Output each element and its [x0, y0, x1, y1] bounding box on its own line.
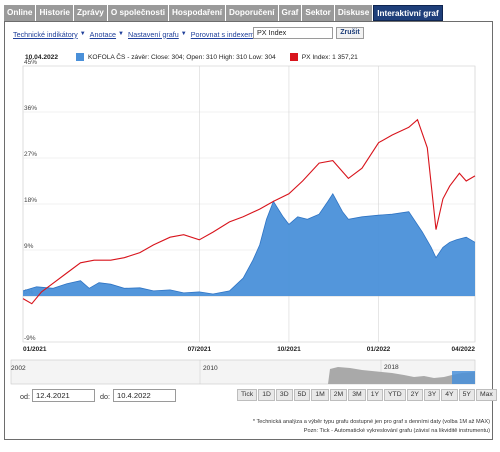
x-tick-label: 04/2022	[452, 346, 476, 353]
navigator-history-area	[328, 367, 475, 384]
range-button[interactable]: 2Y	[406, 389, 423, 401]
legend-date: 10.04.2022	[25, 53, 59, 61]
from-date-input[interactable]: 12.4.2021	[32, 389, 95, 402]
legend-kofola: KOFOLA ČS - závěr: Close: 304; Open: 310…	[88, 53, 276, 61]
range-button[interactable]: 3D	[275, 389, 293, 401]
tab-5[interactable]: Doporučení	[226, 5, 278, 21]
note-technical: * Technická analýza a výběr typu grafu d…	[252, 419, 490, 425]
y-tick-label: 9%	[24, 243, 34, 250]
note-tick: Pozn: Tick - Automatické vykreslování gr…	[303, 428, 490, 434]
technical-indicators-link[interactable]: Technické indikátory	[13, 29, 78, 39]
chevron-down-icon: ▼	[79, 31, 86, 37]
range-button[interactable]: YTD	[384, 389, 406, 401]
range-button[interactable]: 1D	[258, 389, 275, 401]
range-button[interactable]: 4Y	[441, 389, 458, 401]
tab-1[interactable]: Historie	[36, 5, 73, 21]
legend-px: PX Index: 1 357,21	[301, 53, 358, 61]
range-button[interactable]: 1M	[311, 389, 329, 401]
navigator-selection-handle	[452, 371, 475, 384]
x-tick-label: 07/2021	[188, 346, 212, 353]
tab-4[interactable]: Hospodaření	[168, 5, 226, 21]
range-button[interactable]: Max	[475, 389, 497, 401]
range-button[interactable]: 2M	[329, 389, 348, 401]
from-label: od:	[20, 392, 30, 401]
range-button[interactable]: 5Y	[458, 389, 475, 401]
range-button[interactable]: 3M	[348, 389, 366, 401]
annotation-link[interactable]: Anotace	[89, 29, 117, 39]
cancel-compare-button[interactable]: Zrušit	[336, 27, 364, 39]
y-tick-label: 36%	[24, 105, 37, 112]
y-tick-label: -9%	[24, 335, 36, 342]
x-tick-label: 01/2021	[23, 346, 47, 353]
range-button[interactable]: 5D	[293, 389, 311, 401]
navigator-label: 2018	[384, 364, 399, 371]
kofola-line	[22, 193, 476, 295]
px-line	[22, 118, 476, 305]
tab-3[interactable]: O společnosti	[107, 5, 168, 21]
y-tick-label: 45%	[24, 59, 37, 66]
range-button[interactable]: Tick	[237, 389, 258, 401]
px-swatch	[289, 53, 298, 61]
tab-0[interactable]: Online	[4, 5, 36, 21]
chevron-down-icon: ▼	[180, 31, 187, 37]
y-tick-label: 18%	[24, 197, 37, 204]
tab-8[interactable]: Diskuse	[334, 5, 373, 21]
range-buttons: Tick 1D 3D 5D 1M 2M 3M 1Y YTD 2Y 3Y 4Y 5Y Max	[237, 389, 497, 401]
compare-index-input[interactable]: PX Index	[253, 27, 333, 39]
compare-index-link[interactable]: Porovnat s indexem	[190, 29, 255, 39]
kofola-swatch	[76, 53, 85, 61]
x-tick-label: 01/2022	[367, 346, 391, 353]
tab-7[interactable]: Sektor	[302, 5, 334, 21]
kofola-area	[23, 193, 475, 296]
chart-settings-link[interactable]: Nastavení grafu	[128, 29, 179, 39]
x-tick-label: 10/2021	[277, 346, 301, 353]
navigator-label: 2002	[11, 365, 26, 372]
navigator-label: 2010	[203, 365, 218, 372]
tab-bar: Online Historie Zprávy O společnosti Hospoda…	[4, 5, 443, 21]
chevron-down-icon: ▼	[118, 31, 124, 37]
tab-6[interactable]: Graf	[278, 5, 302, 21]
tab-2[interactable]: Zprávy	[73, 5, 107, 21]
to-label: do:	[100, 392, 110, 401]
range-button[interactable]: 1Y	[366, 389, 384, 401]
to-date-input[interactable]: 10.4.2022	[113, 389, 176, 402]
y-tick-label: 27%	[24, 151, 37, 158]
range-button[interactable]: 3Y	[423, 389, 441, 401]
chart-legend: 10.04.2022 KOFOLA ČS - závěr: Close: 304…	[25, 52, 358, 62]
tab-9[interactable]: Interaktivní graf	[373, 5, 443, 21]
